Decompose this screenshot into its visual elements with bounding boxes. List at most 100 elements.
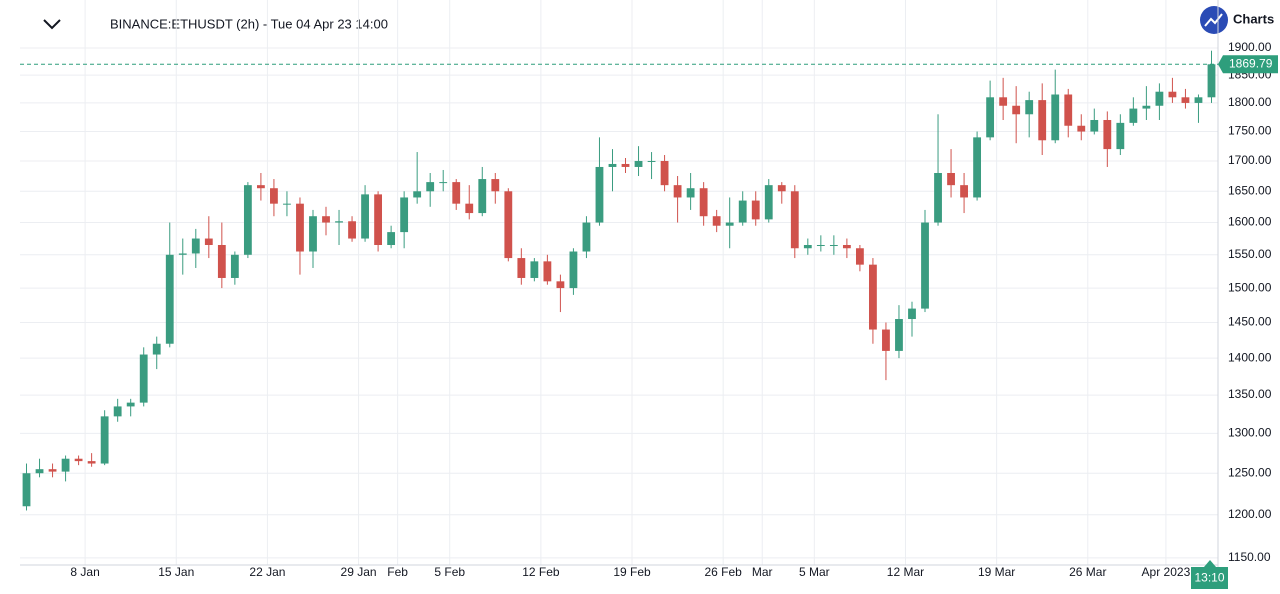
candle-body — [152, 343, 161, 355]
y-tick-label: 1700.00 — [1228, 153, 1272, 167]
x-tick-label: 8 Jan — [70, 565, 99, 579]
candle-body — [35, 469, 44, 474]
candle-body — [1103, 119, 1112, 150]
candle-body — [934, 172, 942, 223]
collapse-icon[interactable] — [43, 19, 61, 30]
candle-body — [283, 203, 291, 205]
candle-body — [361, 194, 369, 239]
candle-body — [816, 245, 825, 247]
candle-body — [100, 416, 109, 464]
candle-body — [22, 473, 31, 507]
chart-title: BINANCE:ETHUSDT (2h) - Tue 04 Apr 23 14:… — [110, 16, 388, 31]
candle-body — [686, 188, 695, 198]
candle-body — [530, 261, 539, 278]
y-tick-label: 1250.00 — [1228, 465, 1272, 479]
candle-body — [61, 458, 70, 472]
candle-body — [608, 163, 617, 167]
y-tick-label: 1400.00 — [1228, 350, 1272, 364]
candles — [22, 50, 1216, 511]
x-tick-label: 12 Feb — [522, 565, 560, 579]
candle-body — [777, 185, 786, 192]
candle-body — [790, 191, 799, 249]
y-tick-label: 1600.00 — [1228, 215, 1272, 229]
y-tick-label: 1450.00 — [1228, 315, 1272, 329]
candle-body — [1025, 100, 1034, 115]
candle-body — [660, 160, 669, 186]
candle-body — [335, 221, 343, 223]
candle-body — [48, 469, 57, 472]
candle-body — [413, 191, 422, 198]
x-tick-label: 26 Feb — [704, 565, 742, 579]
candle-body — [296, 203, 304, 252]
y-tick-label: 1900.00 — [1228, 40, 1272, 54]
candle-body — [738, 200, 747, 223]
y-tick-label: 1200.00 — [1228, 507, 1272, 521]
candle-body — [426, 182, 435, 192]
y-tick-label: 1300.00 — [1228, 426, 1272, 440]
candle-body — [999, 97, 1008, 106]
x-tick-label: 5 Mar — [799, 565, 830, 579]
x-tick-label: Feb — [387, 565, 408, 579]
candle-body — [595, 166, 604, 223]
candle-body — [947, 172, 955, 186]
candle-body — [1077, 125, 1086, 132]
candle-body — [348, 221, 356, 239]
candle-body — [699, 188, 708, 217]
brand-logo[interactable] — [1200, 6, 1228, 34]
candle-body — [178, 253, 187, 255]
x-tick-label: 22 Jan — [249, 565, 285, 579]
candle-body — [543, 261, 552, 282]
candle-body — [322, 216, 330, 223]
candle-body — [1129, 108, 1138, 123]
x-tick-label: 15 Jan — [158, 565, 194, 579]
x-tick-label: 19 Feb — [613, 565, 651, 579]
candle-body — [230, 254, 239, 278]
candle-body — [374, 194, 383, 246]
candle-body — [569, 251, 578, 289]
candle-body — [74, 458, 83, 462]
candle-body — [973, 137, 982, 198]
y-tick-label: 1750.00 — [1228, 124, 1272, 138]
x-tick-label: 12 Mar — [887, 565, 924, 579]
candle-body — [452, 182, 461, 204]
y-tick-label: 1150.00 — [1228, 550, 1271, 564]
y-tick-label: 1350.00 — [1228, 387, 1272, 401]
candle-body — [491, 179, 500, 192]
y-tick-label: 1650.00 — [1228, 183, 1272, 197]
candle-body — [400, 197, 409, 233]
countdown-label: 13:10 — [1194, 571, 1224, 585]
candle-body — [556, 281, 565, 289]
y-tick-label: 1550.00 — [1228, 247, 1272, 261]
y-tick-label: 1800.00 — [1228, 95, 1272, 109]
grid — [20, 0, 1218, 565]
candle-body — [478, 179, 487, 214]
candle-body — [1155, 91, 1164, 106]
candle-body — [309, 216, 317, 252]
candle-body — [1168, 91, 1177, 98]
candle-body — [764, 185, 773, 220]
candle-body — [204, 238, 213, 246]
x-tick-label: 26 Mar — [1069, 565, 1106, 579]
candle-body — [387, 232, 396, 246]
x-tick-label: Mar — [752, 565, 773, 579]
candle-body — [1038, 100, 1047, 141]
x-tick-label: 29 Jan — [341, 565, 377, 579]
candle-body — [113, 406, 122, 417]
candle-body — [634, 160, 643, 167]
candle-body — [256, 185, 265, 189]
candle-body — [1194, 97, 1203, 103]
countdown-box — [1191, 567, 1228, 589]
candle-body — [191, 238, 200, 254]
candle-body — [882, 329, 890, 351]
candle-body — [1090, 119, 1099, 132]
candle-body — [1142, 105, 1151, 109]
candle-body — [1064, 94, 1073, 126]
candle-body — [869, 264, 877, 330]
x-tick-label: Apr 2023 — [1142, 565, 1191, 579]
x-tick-label: 19 Mar — [978, 565, 1015, 579]
candle-body — [921, 222, 929, 309]
candle-body — [126, 402, 135, 407]
x-tick-label: 5 Feb — [434, 565, 465, 579]
